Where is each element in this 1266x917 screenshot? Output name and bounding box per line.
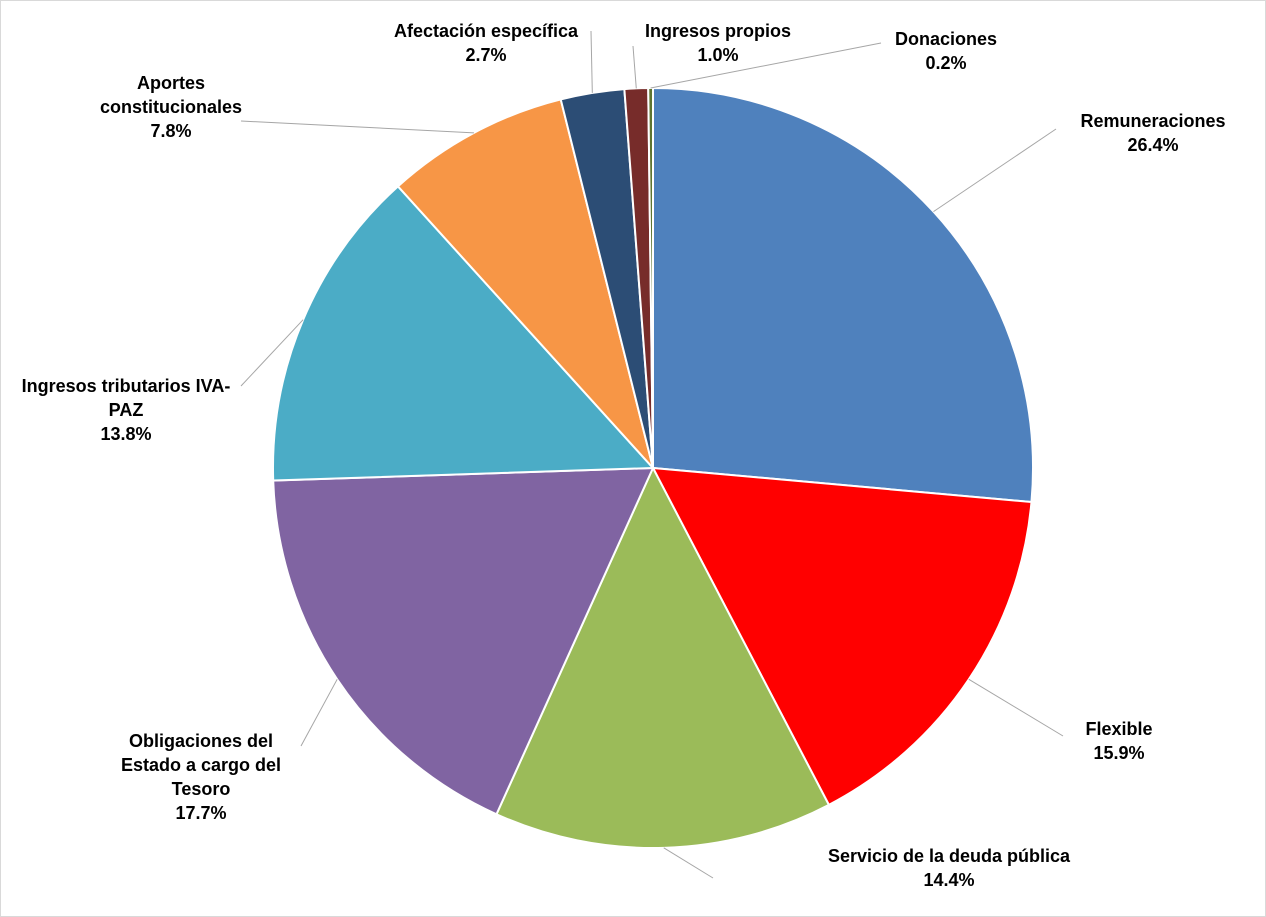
pie-slice — [272, 184, 656, 482]
leader-line — [590, 30, 593, 93]
leader-line — [632, 45, 637, 89]
leader-line — [968, 678, 1064, 737]
leader-line — [300, 679, 338, 747]
value-label: 15.9% — [1093, 743, 1145, 763]
value-label: 0.2% — [925, 53, 967, 73]
slice-label: Servicio de la deuda pública 14.4% — [779, 844, 1119, 892]
slice-label: Flexible 15.9% — [1059, 717, 1179, 765]
slice-label: Obligaciones del Estado a cargo del Teso… — [101, 729, 301, 825]
slice-label: Remuneraciones 26.4% — [1043, 109, 1263, 157]
value-label: 14.4% — [923, 870, 975, 890]
slice-label: Ingresos propios 1.0% — [623, 19, 813, 67]
pie-slice — [651, 466, 1033, 807]
category-label: Ingresos tributarios IVA-PAZ — [21, 376, 231, 420]
value-label: 1.0% — [697, 45, 739, 65]
leader-line — [663, 847, 714, 879]
leader-line — [933, 128, 1057, 213]
category-label: Flexible — [1085, 719, 1153, 739]
category-label: Aportes constitucionales — [99, 73, 243, 117]
slice-label: Ingresos tributarios IVA-PAZ 13.8% — [11, 374, 241, 446]
pie-slice — [272, 466, 655, 816]
leader-line — [240, 120, 474, 134]
category-label: Afectación específica — [393, 21, 579, 41]
category-label: Servicio de la deuda pública — [827, 846, 1071, 866]
leader-line — [240, 319, 304, 387]
slice-label: Aportes constitucionales 7.8% — [91, 71, 251, 143]
slice-label: Afectación específica 2.7% — [371, 19, 601, 67]
value-label: 2.7% — [465, 45, 507, 65]
value-label: 17.7% — [175, 803, 227, 823]
category-label: Ingresos propios — [644, 21, 792, 41]
leader-line — [650, 42, 882, 89]
value-label: 13.8% — [100, 424, 152, 444]
pie-slice — [652, 86, 1034, 504]
value-label: 7.8% — [150, 121, 192, 141]
category-label: Remuneraciones — [1080, 111, 1226, 131]
slice-label: Donaciones 0.2% — [876, 27, 1016, 75]
value-label: 26.4% — [1127, 135, 1179, 155]
category-label: Donaciones — [894, 29, 998, 49]
category-label: Obligaciones del Estado a cargo del Teso… — [120, 731, 282, 799]
